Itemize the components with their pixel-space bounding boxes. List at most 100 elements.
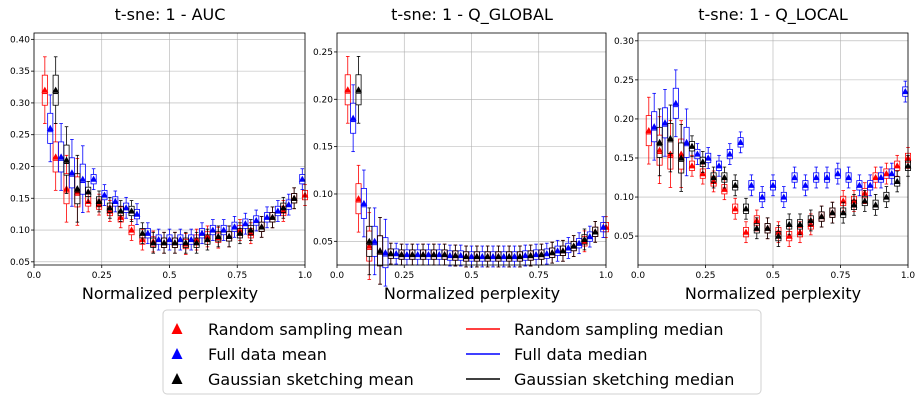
mean-marker — [538, 250, 545, 258]
mean-marker — [57, 153, 65, 160]
box — [878, 172, 885, 183]
box — [117, 205, 124, 217]
mean-marker — [901, 87, 909, 95]
mean-marker — [290, 194, 298, 201]
mean-marker — [834, 170, 842, 177]
mean-marker — [500, 252, 508, 260]
mean-marker — [258, 223, 266, 230]
box — [824, 172, 831, 183]
box — [150, 237, 157, 248]
mean-marker — [198, 229, 206, 236]
mean-marker — [193, 239, 200, 246]
box — [651, 111, 658, 143]
box — [430, 249, 437, 260]
mean-marker — [171, 239, 179, 246]
mean-marker — [785, 220, 793, 227]
mean-marker — [861, 197, 869, 204]
plot-area-1: 0.0 0.25 0.5 0.75 1.0 0.05 0.10 0.15 0.20 0.25 0.3… — [10, 32, 312, 281]
mean-marker — [209, 226, 217, 233]
mean-marker — [269, 213, 276, 220]
box — [193, 237, 200, 248]
mean-marker — [742, 205, 750, 212]
box — [231, 221, 238, 232]
y-tick-label: 0.05 — [614, 232, 634, 242]
mean-marker — [473, 252, 481, 260]
mean-marker — [214, 232, 222, 239]
mean-marker — [683, 138, 690, 145]
mean-marker — [52, 153, 60, 160]
legend-label: Full data mean — [208, 345, 327, 364]
mean-marker — [468, 252, 475, 260]
box — [463, 251, 470, 262]
box — [667, 123, 674, 154]
legend-label: Full data median — [514, 345, 648, 364]
box — [527, 250, 534, 261]
mean-marker — [737, 138, 744, 145]
box — [128, 224, 135, 236]
mean-marker — [829, 209, 836, 216]
box — [759, 191, 766, 203]
mean-marker — [672, 99, 680, 106]
box — [344, 74, 351, 106]
x-tick-label: 0.0 — [330, 271, 345, 281]
box — [495, 251, 502, 262]
mean-marker — [122, 204, 130, 211]
box — [112, 196, 119, 207]
mean-marker — [106, 204, 114, 211]
mean-marker — [128, 226, 135, 233]
mean-marker — [133, 210, 141, 217]
mean-marker — [893, 177, 901, 185]
box — [484, 251, 491, 262]
mean-marker — [73, 185, 81, 192]
box — [743, 227, 750, 238]
box — [743, 203, 750, 214]
mean-marker — [298, 175, 306, 182]
mean-marker — [408, 250, 416, 258]
mean-marker — [559, 247, 567, 254]
x-tick-label: 0.25 — [695, 271, 715, 281]
panel-title: t-sne: 1 - AUC — [115, 5, 226, 24]
box — [894, 160, 901, 171]
mean-marker — [41, 86, 49, 93]
legend-marker-gaussian-mean — [171, 373, 183, 384]
mean-marker — [731, 205, 739, 212]
box — [753, 223, 760, 234]
x-tick-label: 0.0 — [631, 271, 646, 281]
x-axis-label: Normalized perplexity — [685, 284, 861, 303]
mean-marker — [888, 170, 896, 177]
box — [106, 202, 113, 213]
box — [280, 202, 287, 213]
box — [247, 224, 254, 236]
x-tick-label: 0.75 — [227, 271, 247, 281]
box — [710, 172, 717, 183]
mean-marker — [425, 250, 432, 258]
mean-marker — [160, 239, 168, 246]
mean-marker — [677, 150, 685, 157]
mean-marker — [457, 251, 465, 259]
mean-marker — [484, 252, 492, 260]
mean-marker — [769, 181, 777, 188]
box — [420, 249, 427, 260]
mean-marker — [656, 138, 663, 145]
mean-marker — [403, 250, 411, 258]
mean-marker — [387, 250, 395, 257]
mean-marker — [349, 114, 357, 121]
y-tick-label: 0.35 — [10, 67, 30, 77]
mean-marker — [656, 146, 663, 153]
box — [802, 180, 809, 191]
box — [63, 144, 70, 176]
box — [85, 186, 92, 198]
box — [204, 234, 211, 245]
legend: Random sampling mean Full data mean Gaus… — [162, 309, 762, 395]
box — [226, 231, 233, 242]
mean-marker — [360, 199, 368, 207]
mean-marker — [543, 250, 551, 257]
y-tick-label: 0.20 — [10, 162, 30, 172]
mean-marker — [46, 124, 54, 131]
box — [834, 168, 841, 179]
mean-marker — [117, 207, 125, 214]
y-tick-label: 0.05 — [10, 258, 30, 268]
box — [52, 74, 59, 106]
box — [236, 228, 243, 239]
mean-marker — [355, 195, 362, 202]
